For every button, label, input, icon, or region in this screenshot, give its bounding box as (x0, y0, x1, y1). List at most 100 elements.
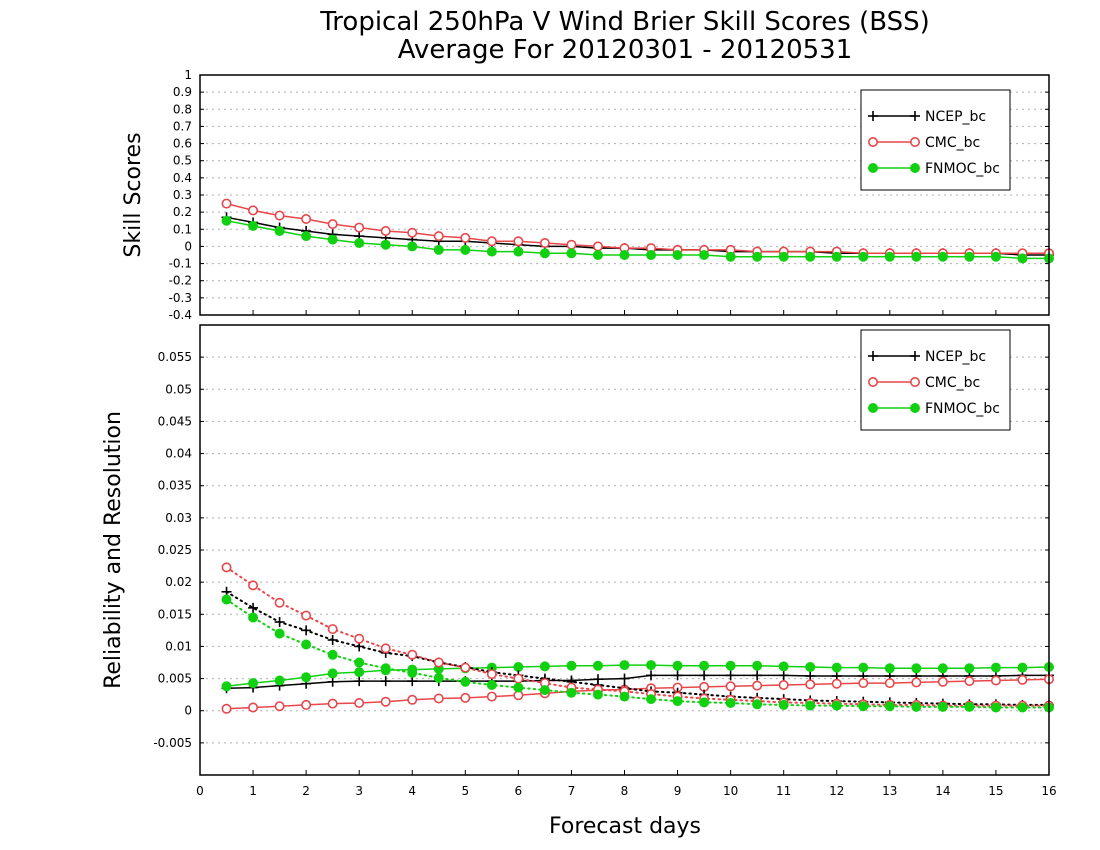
bot-cmc-bc-solid-point (248, 702, 259, 713)
x-tick-label: 14 (935, 784, 950, 798)
bot-cmc-bc-solid-point (407, 694, 418, 705)
bot-fnmoc-bc-solid-point (937, 663, 948, 674)
bot-fnmoc-bc-dotted-point (274, 628, 285, 639)
bot-fnmoc-bc-dotted-point (301, 639, 312, 650)
top-cmc-bc-solid-point (327, 219, 338, 230)
bot-fnmoc-bc-solid-point (964, 663, 975, 674)
bot-cmc-bc-dotted-point (380, 643, 391, 654)
top-fnmoc-bc-solid-point (592, 250, 603, 260)
x-tick-label: 7 (568, 784, 576, 798)
bot-cmc-bc-solid-point (433, 693, 444, 704)
top-cmc-bc-solid-point (460, 232, 471, 243)
skill-scores-gridlines (199, 91, 1050, 315)
bot-fnmoc-bc-dotted-point (646, 694, 657, 705)
skill-scores-panel: 1 0.9 0.8 0.7 0.6 0.5 0.4 0.3 0.2 0.1 0 -0.1 -0.2 -0.… (121, 68, 1055, 322)
bot-cmc-bc-dotted-point (460, 662, 471, 673)
bot-legend-fnmoc-bc-marker-right (910, 403, 920, 413)
top-legend-fnmoc-bc-marker-right (910, 163, 920, 173)
bot-fnmoc-bc-dotted-point (937, 701, 948, 712)
top-fnmoc-bc-solid-point (301, 231, 312, 242)
bot-fnmoc-bc-dotted-point (911, 701, 922, 712)
forecast-days-x-axis-label: Forecast days (549, 814, 701, 839)
x-tick-label: 11 (776, 784, 791, 798)
top-legend-fnmoc-bc-label: FNMOC_bc (925, 161, 1000, 177)
bot-cmc-bc-solid-point (460, 692, 471, 703)
top-fnmoc-bc-solid-point (672, 250, 683, 260)
skill-scores-legend: NCEP_bc CMC_bc FNMOC_bc (860, 89, 1011, 191)
bot-fnmoc-bc-solid-point (990, 662, 1001, 673)
top-cmc-bc-solid-point (407, 227, 418, 238)
bot-fnmoc-bc-dotted-point (248, 612, 259, 623)
bot-fnmoc-bc-solid-point (831, 662, 842, 673)
top-fnmoc-bc-solid-point (937, 251, 948, 262)
bot-cmc-bc-dotted-point (327, 624, 338, 635)
top-y-tick-label: 0.8 (173, 102, 192, 116)
top-y-tick-label: -0.3 (169, 291, 192, 305)
top-fnmoc-bc-solid-point (964, 251, 975, 262)
bot-cmc-bc-solid-point (1017, 674, 1028, 685)
top-fnmoc-bc-solid-point (407, 241, 418, 252)
x-tick-label: 8 (621, 784, 629, 798)
bot-cmc-bc-dotted-point (486, 669, 497, 680)
top-y-tick-label: 0.3 (173, 188, 192, 202)
bot-fnmoc-bc-solid-point (327, 668, 338, 679)
top-fnmoc-bc-solid-point (858, 251, 869, 262)
bot-cmc-bc-solid-point (805, 679, 816, 690)
reliability-resolution-panel: 0.055 0.05 0.045 0.04 0.035 0.03 0.025 0.02 0.01… (101, 324, 1057, 839)
top-fnmoc-bc-solid-point (778, 251, 789, 262)
bot-cmc-bc-solid-point (354, 697, 365, 708)
top-fnmoc-bc-solid-point (831, 251, 842, 262)
reliability-y-ticks: 0.055 0.05 0.045 0.04 0.035 0.03 0.025 0.02 0.01… (153, 350, 1049, 750)
x-tick-label: 0 (196, 784, 204, 798)
top-legend-cmc-bc-label: CMC_bc (925, 135, 980, 151)
bot-cmc-bc-solid-point (831, 678, 842, 689)
bot-fnmoc-bc-solid-point (805, 662, 816, 672)
bot-fnmoc-bc-dotted-point (831, 700, 842, 711)
top-cmc-bc-solid-point (274, 210, 285, 221)
top-cmc-bc-solid-point (248, 205, 259, 216)
bot-fnmoc-bc-dotted-point (354, 657, 365, 668)
bot-cmc-bc-solid-point (380, 696, 391, 707)
bot-fnmoc-bc-solid-point (301, 672, 312, 683)
skill-scores-series (221, 198, 1055, 264)
bot-fnmoc-bc-dotted-point (1017, 702, 1028, 713)
bot-fnmoc-bc-solid-point (513, 662, 524, 672)
reliability-series (221, 562, 1055, 714)
bot-y-tick-label: 0.02 (165, 575, 192, 589)
skill-scores-frame (199, 74, 1050, 316)
top-fnmoc-bc-solid-point (539, 248, 550, 259)
bot-legend-cmc-bc-marker-right (909, 376, 920, 387)
bot-y-tick-label: 0.045 (158, 414, 192, 428)
top-legend-cmc-bc-marker-right (909, 137, 920, 148)
top-fnmoc-bc-solid-point (513, 246, 524, 257)
top-fnmoc-bc-solid-point (327, 234, 338, 245)
bot-cmc-bc-solid-point (937, 676, 948, 687)
bot-fnmoc-bc-dotted-point (566, 687, 577, 698)
bot-fnmoc-bc-dotted-point (805, 700, 816, 711)
x-tick-label: 6 (515, 784, 523, 798)
top-fnmoc-bc-solid-point (486, 246, 497, 257)
top-fnmoc-bc-solid-point (990, 251, 1001, 262)
bot-cmc-bc-solid-point (884, 678, 895, 689)
top-y-tick-label: 0.2 (173, 205, 192, 219)
skill-scores-y-axis-label: Skill Scores (121, 132, 146, 257)
top-cmc-bc-solid-point (433, 231, 444, 242)
top-y-tick-label: 0.7 (173, 119, 192, 133)
top-legend-box (860, 89, 1011, 191)
bot-legend-cmc-bc-label: CMC_bc (925, 375, 980, 391)
bot-fnmoc-bc-dotted-point (221, 594, 232, 605)
bot-cmc-bc-dotted-point (407, 649, 418, 660)
top-y-tick-label: 0.9 (173, 85, 192, 99)
bot-fnmoc-bc-dotted-point (407, 667, 418, 678)
bot-y-tick-label: 0 (184, 704, 192, 718)
top-legend-cmc-bc-marker-left (867, 137, 878, 148)
reliability-legend: NCEP_bc CMC_bc FNMOC_bc (860, 329, 1011, 431)
bot-fnmoc-bc-dotted-point (858, 701, 869, 712)
x-tick-label: 16 (1041, 784, 1056, 798)
bot-cmc-bc-solid-point (301, 699, 312, 710)
bot-cmc-bc-solid-point (725, 681, 736, 692)
top-fnmoc-bc-solid-point (221, 215, 232, 226)
bot-fnmoc-bc-dotted-point (327, 649, 338, 660)
top-fnmoc-bc-solid-point (725, 251, 736, 262)
top-fnmoc-bc-solid-point (274, 226, 285, 236)
